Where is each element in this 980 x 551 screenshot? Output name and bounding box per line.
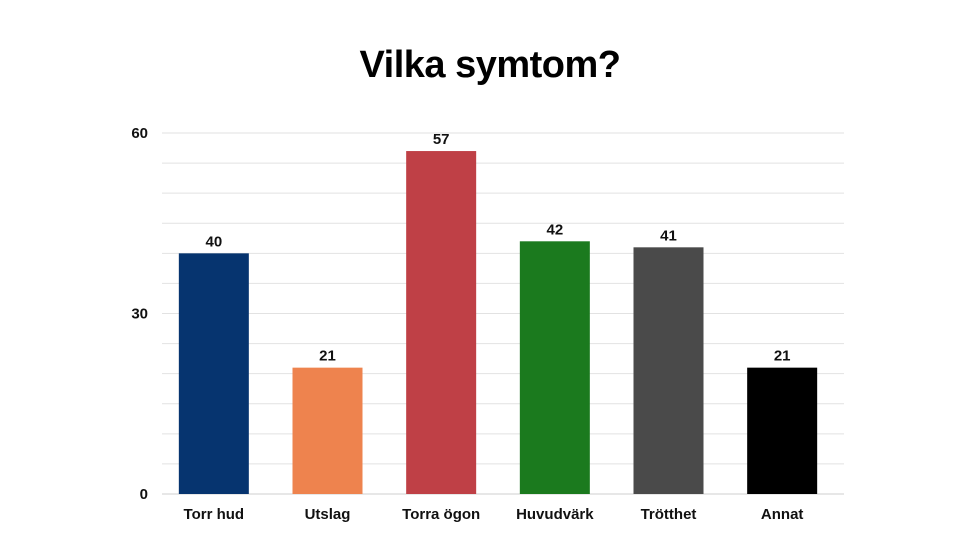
bar [292,367,363,494]
bar [406,151,477,495]
labels: 0 30 60 40 Torr hud 21 Utslag 57 Torra ögon 42 Huv… [131,125,803,523]
data-label: 42 [546,221,563,238]
x-tick-label: Huvudvärk [516,506,594,523]
y-tick-label: 30 [131,306,148,323]
data-label: 57 [433,131,450,148]
x-tick-label: Utslag [305,506,351,523]
data-label: 21 [774,348,791,365]
x-tick-label: Annat [761,506,804,523]
x-tick-label: Trötthet [641,506,697,523]
y-tick-label: 0 [140,486,148,503]
bar [747,367,818,494]
x-tick-label: Torr hud [184,506,245,523]
x-tick-label: Torra ögon [402,506,480,523]
bars [178,151,818,495]
bar [633,247,704,494]
chart-title: Vilka symtom? [359,44,621,86]
y-tick-label: 60 [131,125,148,142]
data-label: 40 [205,233,222,250]
data-label: 21 [319,348,336,365]
bar [178,253,249,494]
bar [519,241,590,494]
gridlines [162,132,844,495]
data-label: 41 [660,227,677,244]
